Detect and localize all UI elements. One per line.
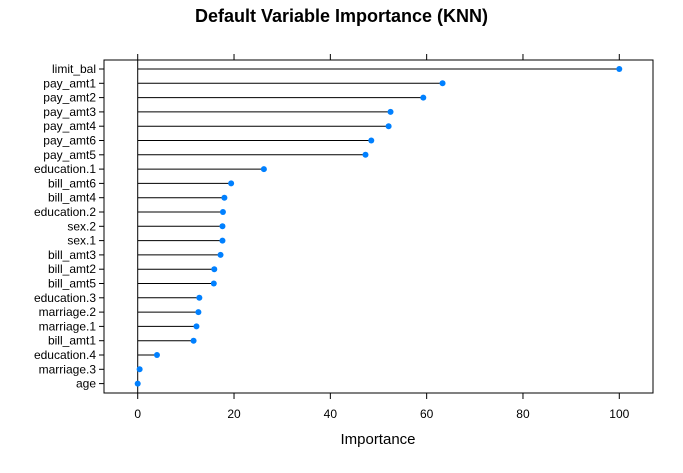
importance-point — [439, 80, 446, 87]
category-label: education.4 — [34, 348, 96, 362]
category-label: marriage.1 — [39, 319, 97, 333]
importance-point — [260, 166, 267, 173]
x-axis-label: Importance — [340, 431, 415, 448]
category-label: bill_amt5 — [48, 277, 96, 291]
category-label: bill_amt1 — [48, 334, 96, 348]
category-label: marriage.3 — [39, 362, 97, 376]
category-label: bill_amt4 — [48, 191, 96, 205]
importance-point — [221, 194, 228, 201]
importance-point — [219, 209, 226, 215]
importance-point — [196, 294, 203, 301]
category-label: sex.1 — [67, 234, 96, 248]
importance-point — [217, 251, 224, 258]
category-label: pay_amt4 — [43, 119, 96, 133]
importance-point — [219, 223, 226, 230]
category-label: education.2 — [34, 205, 96, 219]
category-label: pay_amt5 — [43, 148, 96, 162]
category-label: age — [76, 377, 96, 391]
category-label: bill_amt6 — [48, 176, 96, 190]
importance-point — [387, 108, 394, 115]
category-label: pay_amt2 — [43, 91, 96, 105]
category-label: limit_bal — [52, 62, 96, 76]
importance-point — [385, 123, 392, 130]
plot-area: 0 20 40 60 80 100limit_balpay_amt1pay_amt2pay… — [34, 54, 654, 421]
importance-point — [210, 280, 217, 287]
importance-point — [616, 66, 623, 72]
x-tick-label: 60 — [420, 407, 434, 421]
x-tick-label: 40 — [324, 407, 338, 421]
category-label: bill_amt2 — [48, 262, 96, 276]
importance-point — [134, 380, 141, 387]
importance-point — [228, 180, 235, 187]
importance-point — [195, 309, 202, 316]
x-tick-label: 100 — [609, 407, 629, 421]
category-label: education.3 — [34, 291, 96, 305]
category-label: marriage.2 — [39, 305, 97, 319]
category-label: pay_amt3 — [43, 105, 96, 119]
importance-point — [136, 366, 143, 373]
category-label: education.1 — [34, 162, 96, 176]
importance-point — [190, 337, 197, 344]
importance-point — [368, 137, 375, 144]
x-tick-label: 20 — [227, 407, 241, 421]
chart-title: Default Variable Importance (KNN) — [195, 6, 488, 26]
category-label: pay_amt1 — [43, 76, 96, 90]
importance-point — [362, 151, 369, 158]
category-label: sex.2 — [67, 219, 96, 233]
x-tick-label: 0 — [134, 407, 141, 421]
x-tick-label: 80 — [516, 407, 530, 421]
category-label: pay_amt6 — [43, 134, 96, 148]
category-label: bill_amt3 — [48, 248, 96, 262]
importance-point — [153, 352, 160, 358]
importance-point — [219, 237, 226, 244]
importance-point — [193, 323, 200, 330]
importance-point — [211, 266, 218, 273]
importance-point — [420, 94, 427, 101]
